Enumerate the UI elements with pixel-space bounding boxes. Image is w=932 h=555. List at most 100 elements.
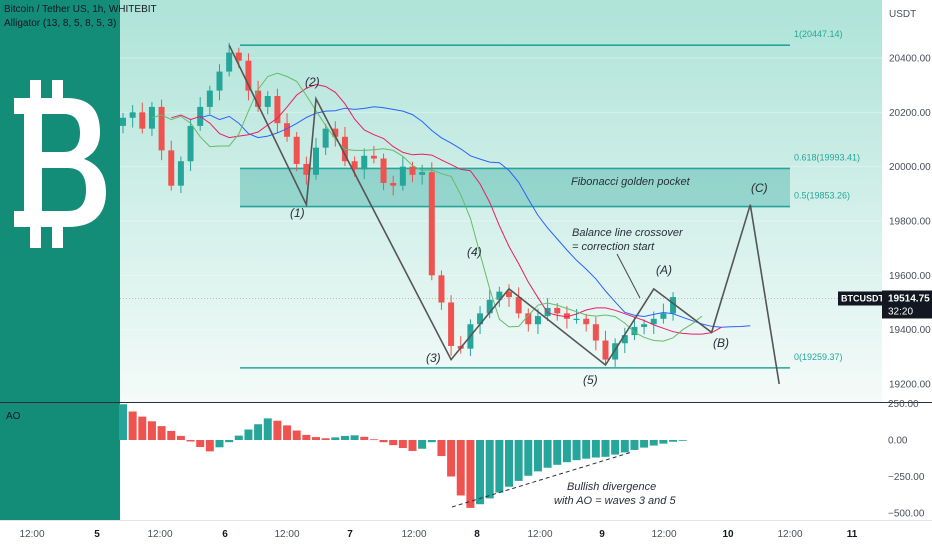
ao-bar (601, 440, 610, 457)
alligator-jaw (200, 106, 751, 328)
ao-bar (533, 440, 542, 472)
indicator-title[interactable]: Alligator (13, 8, 5, 8, 5, 3) (4, 18, 117, 29)
candle-body (245, 60, 252, 91)
candle-body (351, 161, 358, 170)
candle-body (158, 106, 165, 151)
ao-bar (611, 440, 620, 455)
candle-body (496, 291, 503, 300)
divergence-note-line1: Bullish divergence (567, 481, 656, 493)
ao-bar (620, 440, 629, 453)
wave-label-b: (B) (713, 336, 729, 350)
candle-body (139, 112, 146, 129)
price-tick-label: 20200.00 (889, 108, 931, 119)
candle-body (120, 117, 126, 126)
ao-bar (292, 430, 301, 440)
candle-body (612, 343, 619, 360)
ao-tick-label: −250.00 (888, 472, 925, 483)
candle-body (274, 96, 281, 124)
ao-bar (582, 440, 591, 459)
ao-bar (418, 440, 427, 449)
price-axis[interactable]: 20400.00 20200.00 20000.00 19800.00 19600.00… (889, 54, 931, 391)
price-tick-label: 19400.00 (889, 325, 931, 336)
ao-bar (119, 404, 127, 440)
last-price-symbol: BTCUSDT (841, 293, 884, 303)
fib-level-label: 0.618(19993.41) (794, 152, 860, 162)
price-tick-label: 20000.00 (889, 162, 931, 173)
candle-body (216, 71, 223, 91)
ao-bar (147, 421, 156, 440)
ao-bar (505, 440, 513, 487)
ao-bar (476, 440, 485, 505)
ao-bar (495, 440, 504, 493)
time-tick-label: 11 (847, 529, 858, 540)
ao-bar (369, 439, 378, 441)
time-tick-label: 12:00 (651, 529, 676, 540)
ao-bar (669, 440, 678, 442)
ao-axis[interactable]: 250.00 0.00 −250.00 −500.00 (888, 399, 925, 520)
ao-bar (514, 440, 523, 481)
candle-body (235, 52, 242, 61)
bitcoin-logo-icon (14, 80, 106, 248)
ao-bar (215, 440, 224, 448)
candle-body (563, 313, 570, 319)
ao-tick-label: 0.00 (888, 436, 908, 447)
ao-bar (186, 440, 195, 442)
candle-body (380, 158, 387, 183)
time-tick-label: 12:00 (19, 529, 44, 540)
ao-bar (466, 440, 475, 508)
elliott-wave-path[interactable] (228, 44, 780, 385)
ao-bar (524, 440, 533, 476)
symbol-title[interactable]: Bitcoin / Tether US, 1h, WHITEBIT (4, 4, 157, 15)
time-tick-label: 12:00 (777, 529, 802, 540)
candle-body (438, 275, 445, 303)
ao-bar (630, 440, 639, 450)
ao-bar (283, 425, 292, 440)
ao-bar (225, 440, 234, 443)
ao-bar (273, 420, 282, 440)
ao-bar (138, 416, 147, 440)
candle-body (313, 147, 319, 175)
candle-body (641, 324, 648, 327)
ao-bar (379, 440, 388, 443)
ao-bar (312, 437, 320, 440)
ao-bar (572, 440, 581, 461)
ao-bar (167, 430, 176, 440)
ao-bar (427, 440, 436, 443)
divergence-line (451, 451, 633, 508)
time-tick-label: 12:00 (274, 529, 299, 540)
wave-label-c: (C) (751, 181, 768, 195)
alligator-indicator (151, 72, 751, 342)
ao-bar (553, 440, 562, 465)
time-tick-label: 12:00 (527, 529, 552, 540)
time-axis[interactable]: 12:00 5 12:00 6 12:00 7 12:00 8 12:00 9 12:00 10 12:… (19, 529, 857, 540)
price-tick-label: 19600.00 (889, 271, 931, 282)
wave-label-4: (4) (467, 245, 482, 259)
last-price-value: 19514.75 (888, 293, 930, 304)
balance-line-note-line1: Balance line crossover (572, 227, 684, 239)
candle-body (226, 52, 233, 72)
candle-body (554, 307, 561, 314)
fib-level-label: 0(19259.37) (794, 352, 843, 362)
ao-bar (176, 435, 185, 440)
wave-label-3: (3) (426, 351, 441, 365)
ao-bar (321, 438, 330, 440)
candle-body (515, 297, 522, 314)
candle-body (390, 182, 397, 186)
candle-body (303, 163, 310, 175)
balance-line-pointer (616, 253, 641, 299)
golden-pocket-label: Fibonacci golden pocket (571, 176, 691, 188)
wave-labels: (1) (2) (3) (4) (5) (A) (B) (C) (290, 75, 768, 387)
ao-bar (543, 440, 552, 468)
wave-label-1: (1) (290, 206, 305, 220)
candle-body (660, 313, 667, 319)
candle-body (361, 155, 368, 170)
ao-bar (591, 440, 600, 458)
candle-body (293, 136, 300, 164)
ao-bar (389, 440, 398, 446)
price-tick-label: 20400.00 (889, 54, 931, 65)
fibonacci-retracement[interactable]: 1(20447.14) 0.618(19993.41) 0.5(19853.26) 0… (240, 29, 860, 369)
ao-bar (302, 434, 311, 440)
ao-bar (398, 440, 407, 449)
